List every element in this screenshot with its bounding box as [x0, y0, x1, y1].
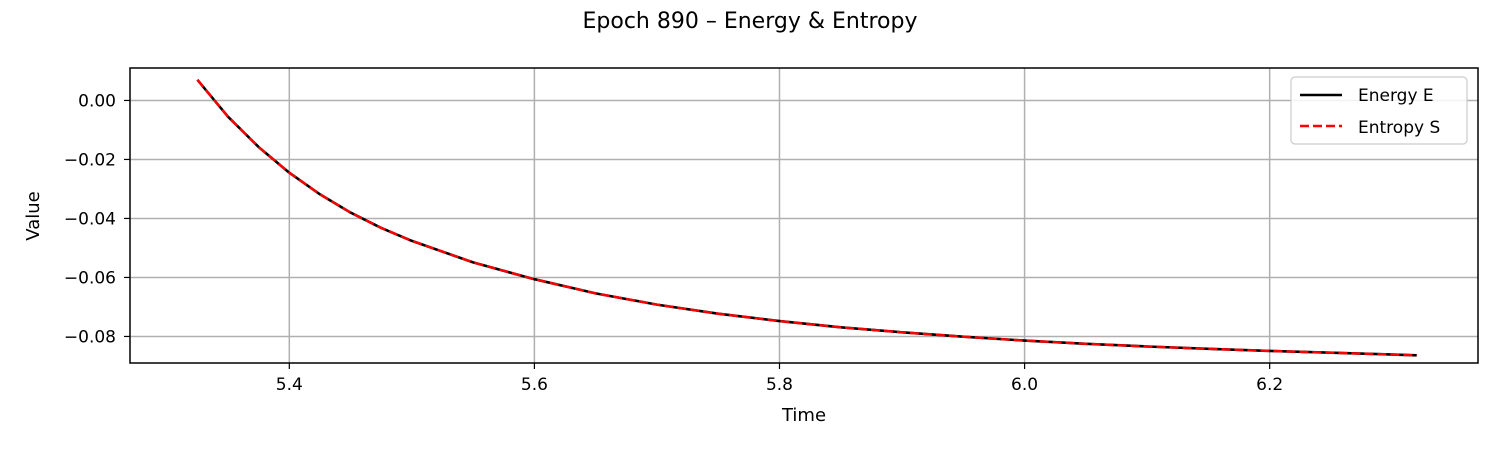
y-tick-label: −0.08: [64, 327, 116, 347]
y-tick-label: −0.02: [64, 150, 116, 170]
grid: [130, 68, 1478, 363]
y-axis-label: Value: [23, 191, 44, 240]
x-axis-label: Time: [781, 405, 826, 426]
chart-title: Epoch 890 – Energy & Entropy: [583, 9, 918, 34]
x-tick-label: 6.2: [1256, 375, 1283, 395]
y-tick-label: −0.06: [64, 268, 116, 288]
legend-label-entropy: Entropy S: [1358, 118, 1440, 138]
series-line-entropy: [196, 79, 1417, 357]
plot-frame: [129, 67, 1479, 364]
series-lines: [196, 78, 1417, 357]
legend: Energy E Entropy S: [1290, 76, 1468, 145]
y-tick-label: 0.00: [78, 91, 116, 111]
axis-ticks: 5.4 5.6 5.8 6.0 6.2 0.00 −0.02 −0.04 −0.06 −0.08: [64, 91, 1283, 395]
x-tick-label: 6.0: [1011, 375, 1038, 395]
x-tick-label: 5.8: [766, 375, 793, 395]
legend-label-energy: Energy E: [1358, 86, 1434, 106]
y-tick-label: −0.04: [64, 209, 116, 229]
x-tick-label: 5.6: [521, 375, 548, 395]
series-line-energy: [196, 78, 1417, 357]
x-tick-label: 5.4: [276, 375, 303, 395]
